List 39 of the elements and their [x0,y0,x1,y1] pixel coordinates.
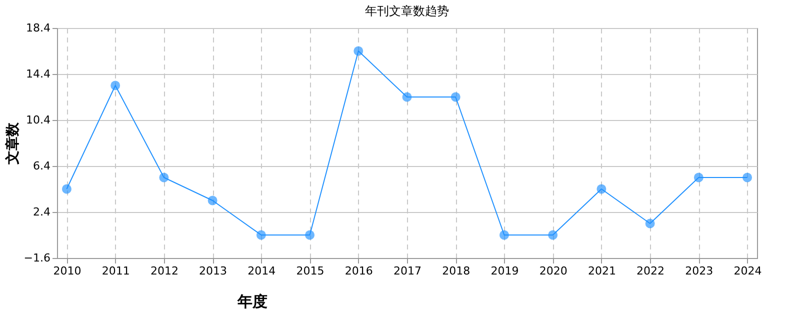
x-tick-label: 2021 [588,264,616,278]
y-axis-title: 文章数 [4,122,21,166]
point [694,172,704,182]
y-tick-label: 2.4 [33,206,50,218]
point [450,92,460,102]
chart-title: 年刊文章数趋势 [365,4,449,18]
x-tick-label: 2013 [199,264,228,278]
point [110,80,120,90]
point [305,230,315,240]
point [208,196,218,206]
x-axis-title: 年度 [236,292,268,310]
point [256,230,266,240]
y-tick-label: 10.4 [26,114,50,126]
x-tick-label: 2022 [636,264,665,278]
x-tick-label: 2023 [685,264,714,278]
x-tick-label: 2011 [102,264,130,278]
y-tick-label: 6.4 [33,160,50,172]
x-tick-label: 2018 [442,264,470,278]
x-tick-label: 2016 [344,264,373,278]
x-tick-label: 2014 [248,264,276,278]
point [402,92,412,102]
point [499,230,509,240]
x-tick-label: 2019 [490,264,519,278]
point [596,184,606,194]
point [354,46,364,56]
x-tick-label: 2024 [734,264,762,278]
x-tick-label: 2015 [296,264,324,278]
point [548,230,558,240]
y-tick-label: −1.6 [24,252,50,264]
point [645,218,655,228]
y-tick-label: 14.4 [26,68,50,80]
x-tick-label: 2010 [53,264,82,278]
x-tick-label: 2012 [150,264,178,278]
point [742,172,752,182]
point [62,184,72,194]
y-tick-label: 18.4 [26,22,50,34]
x-tick-label: 2020 [539,264,568,278]
point [159,172,169,182]
x-tick-label: 2017 [394,264,422,278]
